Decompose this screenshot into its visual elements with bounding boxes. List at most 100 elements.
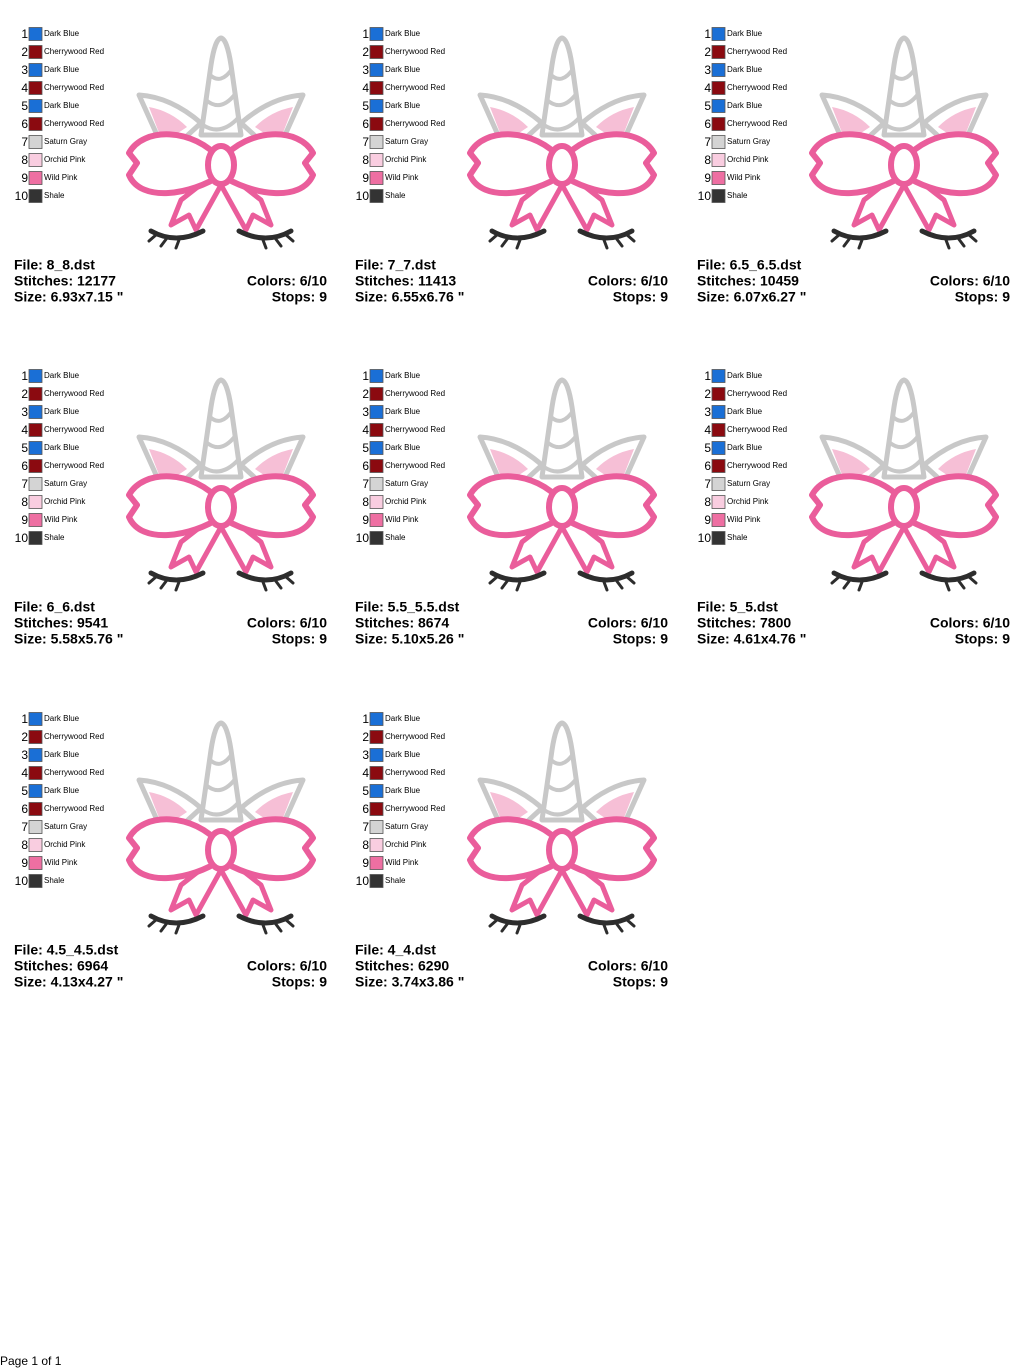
thread-name: Shale — [727, 533, 748, 542]
thread-number: 4 — [21, 766, 28, 780]
thread-name: Shale — [385, 533, 406, 542]
thread-name: Saturn Gray — [44, 822, 87, 831]
thread-number: 9 — [362, 856, 369, 870]
design-card: 1 Dark Blue 2 Cherrywood Red 3 Dark Blue 4 Cher… — [355, 369, 668, 647]
design-size: Size: 5.58x5.76 " — [14, 631, 123, 647]
stitch-count: Stitches: 11413 — [355, 273, 456, 289]
thread-number: 1 — [704, 27, 711, 41]
thread-name: Cherrywood Red — [727, 83, 787, 92]
color-count: Colors: 6/10 — [588, 615, 668, 631]
thread-name: Cherrywood Red — [385, 83, 445, 92]
thread-name: Dark Blue — [44, 714, 80, 723]
thread-number: 5 — [362, 441, 369, 455]
thread-name: Dark Blue — [385, 407, 421, 416]
thread-number: 3 — [704, 63, 711, 77]
thread-name: Saturn Gray — [385, 137, 428, 146]
unicorn-design-preview — [812, 38, 996, 248]
thread-number: 7 — [21, 135, 28, 149]
color-count: Colors: 6/10 — [247, 615, 327, 631]
thread-swatch — [28, 802, 43, 816]
thread-swatch — [369, 369, 384, 383]
thread-name: Wild Pink — [44, 173, 78, 182]
design-size: Size: 4.13x4.27 " — [14, 974, 123, 990]
design-card: 1 Dark Blue 2 Cherrywood Red 3 Dark Blue 4 Cher… — [355, 712, 668, 990]
thread-swatch — [28, 63, 43, 77]
thread-number: 8 — [21, 838, 28, 852]
stop-count: Stops: 9 — [955, 631, 1010, 647]
thread-number: 3 — [21, 748, 28, 762]
unicorn-design-preview — [812, 380, 996, 590]
thread-name: Dark Blue — [44, 443, 80, 452]
thread-number: 2 — [704, 387, 711, 401]
thread-number: 1 — [21, 369, 28, 383]
thread-name: Wild Pink — [385, 858, 419, 867]
thread-number: 3 — [704, 405, 711, 419]
thread-name: Cherrywood Red — [727, 119, 787, 128]
thread-swatch — [369, 531, 384, 545]
thread-name: Cherrywood Red — [385, 425, 445, 434]
stop-count: Stops: 9 — [613, 631, 668, 647]
thread-swatch — [369, 405, 384, 419]
thread-name: Shale — [44, 533, 65, 542]
thread-name: Cherrywood Red — [44, 425, 104, 434]
thread-number: 5 — [704, 99, 711, 113]
color-count: Colors: 6/10 — [930, 273, 1010, 289]
thread-number: 4 — [362, 766, 369, 780]
thread-name: Shale — [385, 876, 406, 885]
thread-number: 6 — [21, 459, 28, 473]
thread-name: Cherrywood Red — [727, 425, 787, 434]
thread-swatch — [369, 730, 384, 744]
thread-number: 6 — [362, 117, 369, 131]
thread-number: 1 — [21, 712, 28, 726]
thread-number: 4 — [21, 423, 28, 437]
design-size: Size: 6.93x7.15 " — [14, 289, 123, 305]
thread-swatch — [28, 838, 43, 852]
thread-number: 5 — [704, 441, 711, 455]
thread-swatch — [369, 712, 384, 726]
thread-number: 9 — [362, 513, 369, 527]
thread-swatch — [28, 459, 43, 473]
thread-number: 2 — [704, 45, 711, 59]
design-card: 1 Dark Blue 2 Cherrywood Red 3 Dark Blue 4 Cher… — [697, 27, 1010, 305]
thread-number: 9 — [21, 171, 28, 185]
thread-name: Cherrywood Red — [385, 389, 445, 398]
thread-swatch — [711, 189, 726, 203]
thread-name: Orchid Pink — [727, 155, 769, 164]
thread-name: Cherrywood Red — [727, 389, 787, 398]
thread-swatch — [711, 441, 726, 455]
thread-name: Shale — [44, 191, 65, 200]
design-card: 1 Dark Blue 2 Cherrywood Red 3 Dark Blue 4 Cher… — [14, 712, 327, 990]
thread-swatch — [369, 748, 384, 762]
thread-number: 6 — [21, 117, 28, 131]
thread-swatch — [28, 405, 43, 419]
thread-name: Dark Blue — [385, 714, 421, 723]
thread-number: 7 — [362, 820, 369, 834]
file-name: File: 4.5_4.5.dst — [14, 942, 119, 958]
thread-swatch — [711, 27, 726, 41]
thread-name: Dark Blue — [727, 407, 763, 416]
color-count: Colors: 6/10 — [247, 958, 327, 974]
thread-name: Shale — [385, 191, 406, 200]
thread-name: Dark Blue — [44, 407, 80, 416]
thread-name: Dark Blue — [44, 371, 80, 380]
stitch-count: Stitches: 10459 — [697, 273, 799, 289]
thread-swatch — [711, 423, 726, 437]
thread-swatch — [711, 81, 726, 95]
thread-name: Dark Blue — [385, 786, 421, 795]
thread-swatch — [28, 45, 43, 59]
thread-name: Orchid Pink — [44, 840, 86, 849]
thread-number: 3 — [21, 63, 28, 77]
thread-name: Orchid Pink — [385, 155, 427, 164]
thread-name: Dark Blue — [385, 29, 421, 38]
thread-name: Orchid Pink — [385, 840, 427, 849]
thread-name: Wild Pink — [727, 515, 761, 524]
thread-number: 5 — [21, 441, 28, 455]
thread-name: Wild Pink — [44, 515, 78, 524]
stitch-count: Stitches: 9541 — [14, 615, 108, 631]
thread-swatch — [369, 387, 384, 401]
stitch-count: Stitches: 8674 — [355, 615, 449, 631]
thread-number: 10 — [356, 189, 370, 203]
thread-name: Saturn Gray — [44, 479, 87, 488]
thread-number: 1 — [362, 369, 369, 383]
